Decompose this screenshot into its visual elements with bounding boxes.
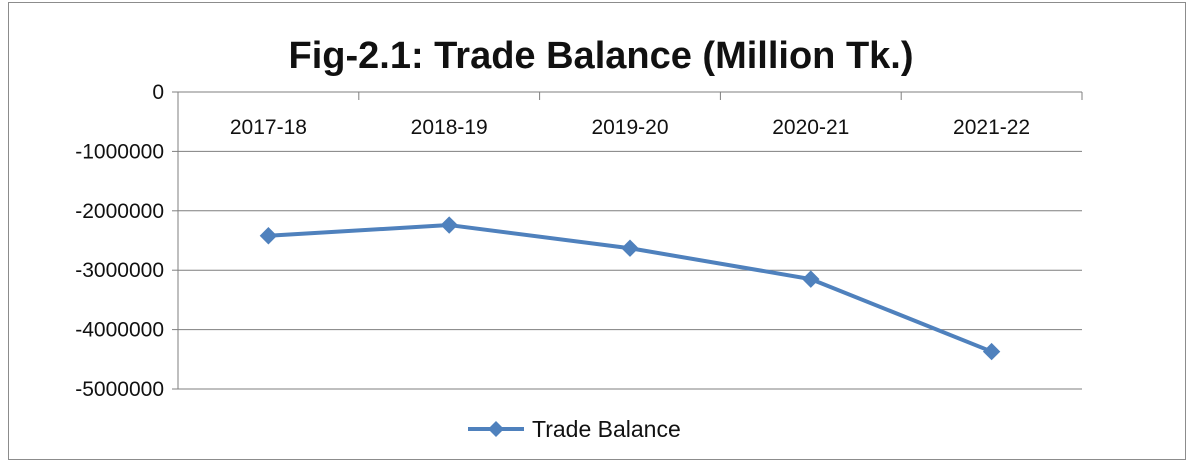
x-tick-label: 2021-22 bbox=[953, 116, 1030, 139]
gridlines bbox=[178, 150, 1082, 390]
x-tick-label: 2018-19 bbox=[411, 116, 488, 139]
legend: Trade Balance bbox=[468, 416, 681, 442]
x-tick-label: 2019-20 bbox=[591, 116, 668, 139]
data-point-marker bbox=[982, 342, 1001, 361]
y-tick-label: -1000000 bbox=[75, 140, 164, 163]
chart-title: Fig-2.1: Trade Balance (Million Tk.) bbox=[289, 35, 914, 77]
data-point-marker bbox=[259, 227, 278, 245]
y-tick-label: -5000000 bbox=[75, 378, 164, 401]
data-point-marker bbox=[802, 270, 820, 288]
data-point-marker bbox=[621, 239, 639, 257]
legend-label: Trade Balance bbox=[532, 416, 681, 442]
data-point-marker bbox=[440, 216, 458, 234]
chart-frame bbox=[8, 2, 1186, 460]
legend-marker bbox=[488, 421, 504, 437]
x-tick-label: 2020-21 bbox=[772, 116, 849, 139]
y-tick-label: 0 bbox=[152, 81, 164, 104]
series-layer bbox=[259, 216, 1001, 361]
y-tick-label: -3000000 bbox=[75, 259, 164, 282]
x-axis: 2017-18 2018-19 2019-20 2020-21 2021-22 bbox=[177, 91, 1083, 389]
y-tick-label: -4000000 bbox=[75, 319, 164, 342]
y-axis-ticks: 0 -1000000 -2000000 -3000000 -4000000 -500000… bbox=[75, 81, 178, 401]
x-tick-label: 2017-18 bbox=[230, 116, 307, 139]
y-tick-label: -2000000 bbox=[75, 200, 164, 223]
